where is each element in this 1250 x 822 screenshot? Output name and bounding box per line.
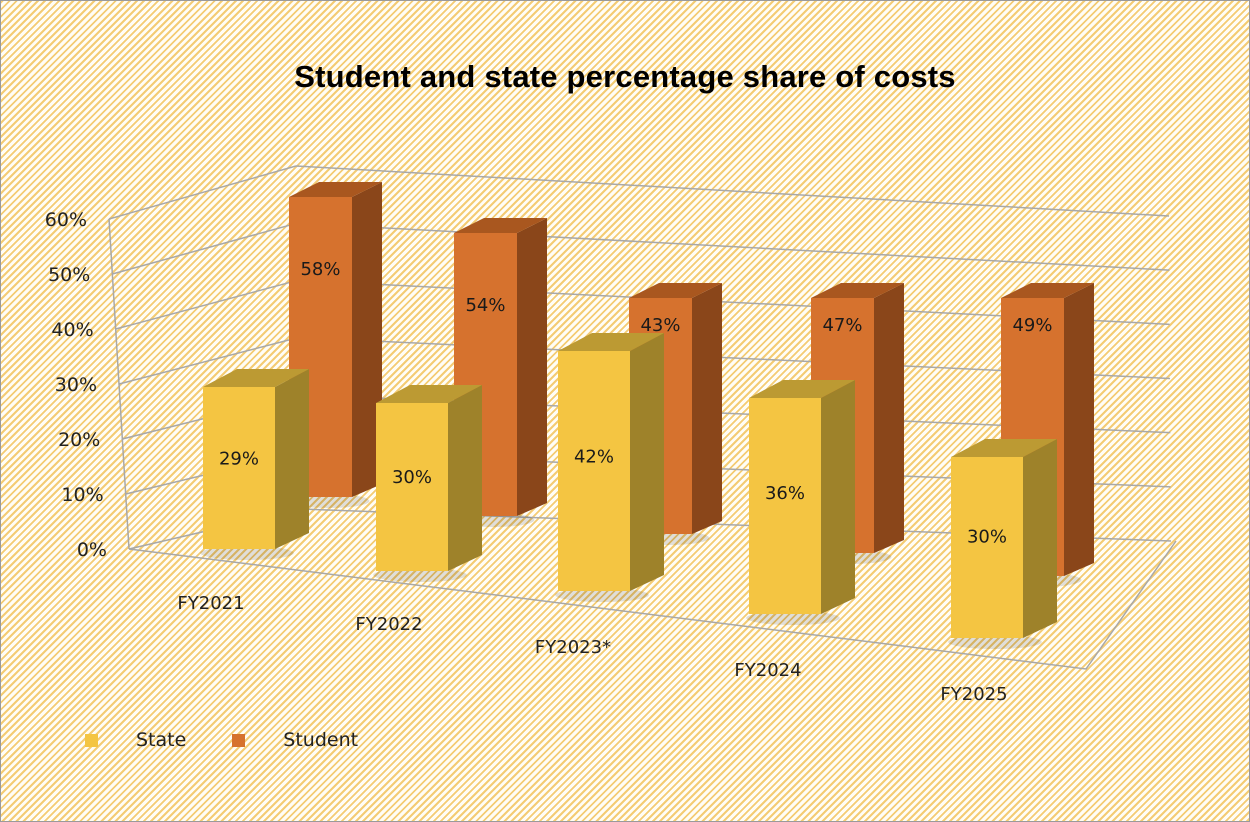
data-label: 47% [822,315,862,336]
data-label: 29% [219,448,259,469]
data-label: 42% [574,447,614,468]
legend: State Student [85,729,404,751]
data-label: 58% [300,259,340,280]
legend-label: Student [283,729,359,751]
bar-state: 29% [200,369,309,560]
bar-state: 42% [555,333,664,602]
category-label: FY2021 [177,593,244,614]
data-label: 36% [765,483,805,504]
y-tick-label: 20% [58,429,100,451]
state-swatch-icon [85,733,98,747]
legend-item-student[interactable]: Student [232,729,358,751]
data-label: 43% [640,315,680,336]
bar-state: 36% [746,380,855,625]
category-label: FY2025 [940,684,1007,705]
y-tick-label: 30% [55,374,97,396]
data-label: 30% [967,527,1007,548]
category-label: FY2024 [734,660,801,681]
chart-title: Student and state percentage share of co… [294,59,956,94]
y-tick-label: 0% [77,539,107,561]
bar-state: 30% [373,385,482,582]
y-tick-label: 60% [45,209,87,231]
data-label: 54% [465,295,505,316]
y-tick-label: 50% [48,264,90,286]
category-label: FY2022 [355,614,422,635]
legend-item-state[interactable]: State [85,729,186,751]
y-tick-label: 10% [61,484,103,506]
category-label: FY2023* [535,637,611,658]
bar-state: 30% [948,439,1057,649]
y-tick-label: 40% [51,319,93,341]
data-label: 49% [1012,315,1052,336]
data-label: 30% [392,467,432,488]
legend-label: State [136,729,187,751]
bar-series: 58% 54% 43% 47% 49% 29% 30% 42% 36% 30% [200,182,1094,649]
y-axis-ticks: 0% 10% 20% 30% 40% 50% 60% [45,209,107,561]
x-axis-categories: FY2021 FY2022 FY2023* FY2024 FY2025 [177,593,1007,705]
student-swatch-icon [232,733,246,747]
